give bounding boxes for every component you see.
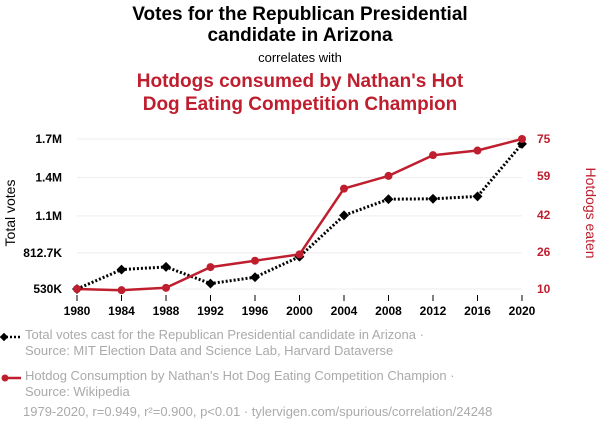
left-tick-label: 812.7K [23,246,62,260]
right-tick-label: 26 [537,245,551,259]
series-2-point [340,184,348,193]
x-tick-label: 1984 [108,304,135,318]
footer-stats: 1979-2020, r=0.949, r²=0.900, p<0.01 · t… [23,404,493,419]
series-2-line [76,137,523,292]
left-tick-label: 530K [33,282,62,296]
legend-series-1-source: Source: MIT Election Data and Science La… [25,343,394,358]
legend-series-1: Total votes cast for the Republican Pres… [0,327,424,359]
x-tick-label: 1980 [64,304,91,318]
series-1-point [161,261,171,272]
chart-subtitle-line-1: Hotdogs consumed by Nathan's Hot [136,71,464,92]
x-tick-label: 2004 [331,304,358,318]
chart-subtitle-line-2: Dog Eating Competition Champion [142,94,458,115]
right-tick-label: 42 [537,208,551,222]
correlates-label: correlates with [258,50,342,65]
legend-series-2: Hotdog Consumption by Nathan's Hot Dog E… [1,368,455,400]
series-1-point [428,193,438,204]
x-axis-ticks: 1980 1984 1988 1992 1996 2000 2004 2008 2012 2016… [64,295,536,318]
legend-series-2-text: Hotdog Consumption by Nathan's Hot Dog E… [25,368,455,383]
left-tick-label: 1.4M [35,170,62,184]
x-tick-label: 2012 [420,304,447,318]
x-tick-label: 2020 [509,304,536,318]
series-2-point [429,151,437,160]
left-tick-label: 1.7M [35,132,62,146]
x-tick-label: 1988 [153,304,180,318]
series-2-point [295,250,304,259]
x-tick-label: 2000 [286,304,313,318]
series-1-point [472,191,483,202]
series-layer [72,135,527,295]
series-1-point [383,194,394,205]
series-2-point [518,135,526,143]
left-tick-label: 1.1M [35,209,62,223]
legend-series-1-text: Total votes cast for the Republican Pres… [25,327,424,342]
series-1-line [76,142,524,291]
left-axis-label: Total votes [2,180,18,247]
right-axis-label: Hotdogs eaten [583,167,599,258]
series-2-point [117,286,126,295]
series-2-point [251,256,259,265]
series-1-point [205,278,216,289]
left-axis-ticks: 530K 812.7K 1.1M 1.4M 1.7M [23,132,62,296]
x-tick-label: 2016 [464,304,491,318]
legend-series-1-swatch [0,332,21,342]
series-2-point [206,263,215,272]
chart-title-line-1: Votes for the Republican Presidential [132,4,468,25]
series-2-point [73,285,81,293]
x-tick-label: 1992 [197,304,224,318]
legend-series-2-swatch [1,374,21,382]
series-2-point [162,283,170,292]
series-1-point [250,272,260,283]
x-tick-label: 2008 [375,304,402,318]
series-1-point [339,210,349,221]
legend-series-2-source: Source: Wikipedia [25,384,130,399]
series-2-point [384,171,393,180]
chart-title-line-2: candidate in Arizona [207,25,393,46]
right-tick-label: 59 [537,169,551,183]
x-tick-label: 1996 [242,304,269,318]
right-tick-label: 10 [537,282,551,296]
gridlines [77,138,522,290]
series-2-point [473,146,482,155]
right-tick-label: 75 [537,132,551,146]
series-1-point [116,264,127,275]
right-axis-ticks: 10 26 42 59 75 [537,132,551,296]
